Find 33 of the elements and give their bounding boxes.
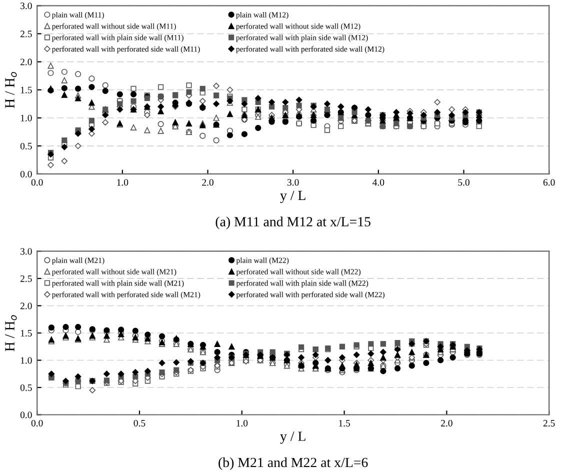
x-axis-title: y / L [280, 432, 306, 444]
x-tick-label: 6.0 [543, 179, 555, 186]
y-tick-label: 2.0 [20, 58, 32, 66]
x-tick-label: 3.0 [287, 179, 299, 186]
x-axis-title: y / L [280, 190, 306, 204]
y-tick-label: 2.0 [20, 302, 32, 310]
y-tick-label: 0.0 [20, 412, 32, 418]
y-tick-label: 1.5 [20, 330, 32, 336]
x-tick-label: 4.0 [372, 179, 384, 186]
text: (a) M11 and M12 at x/L=15 [216, 216, 370, 230]
y-tick-label: 0.5 [20, 142, 32, 150]
y-tick-label: 1.5 [20, 86, 32, 94]
x-tick-label: 0.5 [134, 420, 146, 426]
y-axis-title: H / H$_{o}$ [5, 315, 17, 352]
y-tick-label: 1.0 [20, 114, 32, 122]
y-tick-label: 2.5 [20, 30, 32, 38]
x-tick-label: 0.0 [31, 179, 43, 186]
y-tick-label: 1.0 [20, 357, 32, 364]
x-tick-label: 2.0 [202, 179, 214, 186]
x-tick-label: 0.0 [31, 420, 43, 426]
x-tick-label: 1.0 [236, 420, 248, 426]
y-tick-label: 3.0 [20, 248, 32, 255]
x-tick-label: 2.5 [543, 420, 555, 426]
x-tick-label: 2.0 [441, 420, 452, 426]
x-tick-label: 1.5 [339, 420, 350, 426]
text: (b) M21 and M22 at x/L=6 [218, 457, 368, 470]
x-tick-label: 5.0 [458, 179, 470, 186]
y-tick-label: 0.0 [20, 170, 32, 178]
y-tick-label: 2.5 [20, 275, 32, 282]
x-tick-label: 1.0 [117, 179, 128, 186]
y-axis-title: H / H$_{o}$ [5, 72, 17, 108]
y-tick-label: 0.5 [20, 384, 32, 392]
y-tick-label: 3.0 [20, 2, 32, 10]
